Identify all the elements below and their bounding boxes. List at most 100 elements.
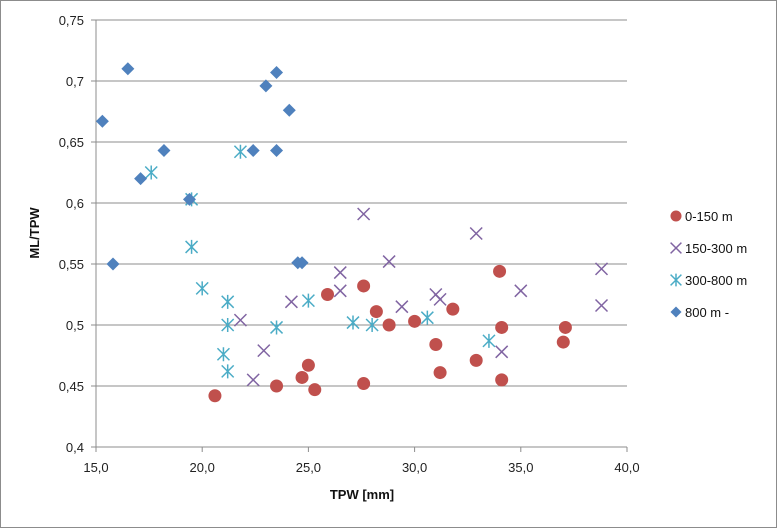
- data-point: [246, 144, 260, 158]
- data-point: [556, 335, 570, 349]
- data-point: [558, 320, 572, 334]
- data-point: [144, 165, 158, 180]
- data-point: [270, 320, 284, 335]
- x-tick-label: 40,0: [614, 460, 639, 475]
- data-point: [221, 364, 235, 379]
- data-point: [284, 295, 298, 309]
- legend-label: 300-800 m: [685, 273, 747, 288]
- legend-label: 800 m -: [685, 305, 729, 320]
- data-point: [333, 266, 347, 280]
- y-tick-label: 0,7: [66, 74, 84, 89]
- data-point: [134, 172, 148, 186]
- legend-marker-icon: [670, 242, 682, 254]
- data-point: [121, 62, 135, 76]
- data-point: [216, 347, 230, 362]
- legend-entry: 150-300 m: [670, 241, 747, 256]
- y-tick-label: 0,55: [59, 257, 84, 272]
- series-0-150-m: [208, 264, 572, 403]
- data-point: [221, 318, 235, 332]
- data-point: [429, 338, 443, 352]
- data-point: [469, 226, 483, 241]
- data-point: [301, 358, 315, 372]
- y-tick-label: 0,45: [59, 379, 84, 394]
- x-tick-label: 35,0: [508, 460, 533, 475]
- data-point: [233, 144, 247, 159]
- legend-label: 0-150 m: [685, 209, 733, 224]
- axes: [91, 19, 628, 452]
- legend-marker-icon: [670, 273, 682, 287]
- data-point: [495, 345, 509, 359]
- data-point: [270, 65, 284, 79]
- x-tick-label: 25,0: [296, 460, 321, 475]
- data-point: [495, 373, 509, 387]
- data-point: [282, 103, 296, 117]
- legend-marker-icon: [670, 306, 682, 318]
- x-tick-label: 20,0: [190, 460, 215, 475]
- data-point: [382, 255, 396, 269]
- y-tick-labels: 0,4 0,45 0,5 0,55 0,6 0,65 0,7 0,75: [59, 13, 84, 455]
- legend-marker-icon: [670, 210, 682, 222]
- data-point: [395, 300, 409, 314]
- series-800-m-: [95, 62, 309, 271]
- data-point: [346, 315, 360, 330]
- data-point: [321, 288, 335, 301]
- data-point: [382, 318, 396, 332]
- data-point: [433, 292, 447, 306]
- data-point: [594, 262, 609, 276]
- data-point: [301, 293, 315, 308]
- y-tick-label: 0,65: [59, 135, 84, 150]
- data-point: [433, 366, 447, 380]
- data-point: [295, 256, 309, 270]
- y-tick-label: 0,4: [66, 440, 84, 455]
- data-point: [208, 389, 222, 403]
- data-point: [495, 320, 509, 334]
- legend-label: 150-300 m: [685, 241, 747, 256]
- data-point: [246, 373, 260, 387]
- y-tick-label: 0,75: [59, 13, 84, 28]
- legend: 0-150 m 150-300 m 300-800 m 800 m -: [670, 209, 747, 320]
- data-point: [157, 144, 171, 158]
- data-point: [182, 192, 196, 206]
- data-point: [357, 279, 371, 293]
- data-point: [333, 284, 347, 298]
- data-point: [446, 302, 460, 316]
- data-point: [357, 377, 371, 391]
- data-point: [295, 370, 309, 384]
- data-point: [369, 305, 383, 319]
- y-axis-title: ML/TPW: [27, 207, 42, 259]
- x-axis-title: TPW [mm]: [330, 487, 394, 502]
- legend-entry: 800 m -: [670, 305, 729, 320]
- data-points: [95, 62, 609, 403]
- x-tick-label: 15,0: [83, 460, 108, 475]
- data-point: [594, 298, 609, 313]
- legend-entry: 300-800 m: [670, 273, 747, 288]
- data-point: [257, 344, 271, 358]
- data-point: [420, 310, 434, 325]
- data-point: [270, 144, 284, 158]
- data-point: [408, 314, 422, 328]
- legend-entry: 0-150 m: [670, 209, 733, 224]
- data-point: [270, 379, 284, 393]
- data-point: [365, 318, 379, 332]
- series-150-300-m: [233, 207, 609, 387]
- data-point: [233, 313, 247, 327]
- data-point: [106, 257, 120, 271]
- y-tick-label: 0,6: [66, 196, 84, 211]
- data-point: [308, 383, 322, 397]
- gridlines: [96, 19, 627, 387]
- data-point: [221, 294, 235, 309]
- data-point: [482, 333, 496, 348]
- data-point: [493, 264, 507, 278]
- data-point: [514, 284, 528, 298]
- x-tick-label: 30,0: [402, 460, 427, 475]
- x-tick-labels: 15,0 20,0 25,0 30,0 35,0 40,0: [83, 460, 639, 475]
- y-tick-label: 0,5: [66, 318, 84, 333]
- data-point: [185, 239, 199, 254]
- data-point: [195, 281, 209, 296]
- series-300-800-m: [144, 144, 496, 379]
- data-point: [469, 353, 483, 367]
- data-point: [357, 207, 371, 221]
- data-point: [259, 79, 273, 93]
- data-point: [95, 114, 109, 128]
